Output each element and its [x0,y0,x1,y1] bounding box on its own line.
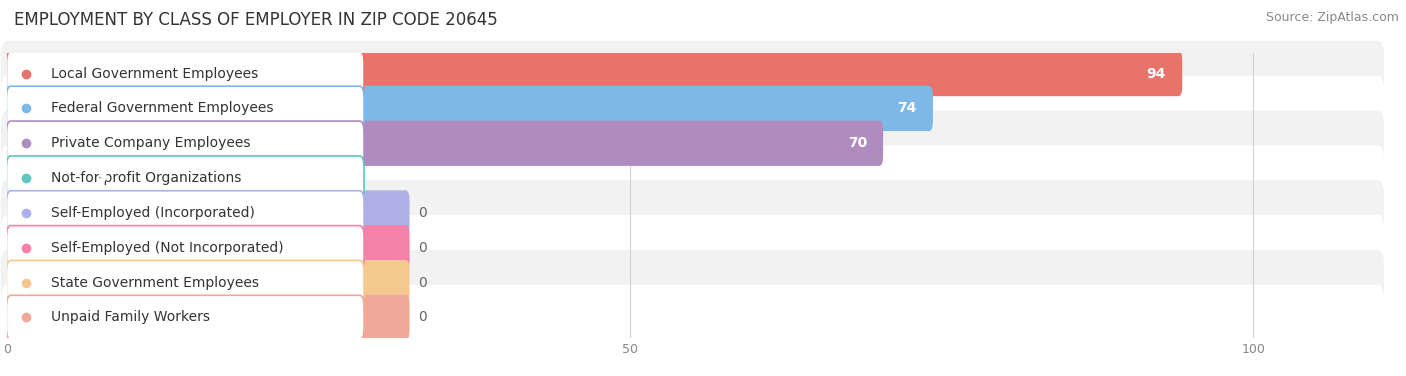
FancyBboxPatch shape [1,41,1384,106]
Text: 94: 94 [1147,67,1166,80]
FancyBboxPatch shape [1,146,1384,211]
Text: Federal Government Employees: Federal Government Employees [51,102,273,115]
FancyBboxPatch shape [1,76,1384,141]
Text: Unpaid Family Workers: Unpaid Family Workers [51,311,209,324]
Text: 70: 70 [848,136,868,150]
Text: Source: ZipAtlas.com: Source: ZipAtlas.com [1265,11,1399,24]
Text: 74: 74 [897,102,917,115]
FancyBboxPatch shape [7,86,364,130]
FancyBboxPatch shape [7,121,364,165]
FancyBboxPatch shape [7,156,364,200]
FancyBboxPatch shape [7,226,364,270]
FancyBboxPatch shape [3,190,409,236]
FancyBboxPatch shape [3,86,934,131]
Text: 0: 0 [418,206,427,220]
FancyBboxPatch shape [7,52,364,96]
FancyBboxPatch shape [1,250,1384,315]
Text: 0: 0 [418,311,427,324]
FancyBboxPatch shape [3,295,409,340]
Text: State Government Employees: State Government Employees [51,276,259,290]
FancyBboxPatch shape [7,191,364,235]
FancyBboxPatch shape [1,215,1384,280]
FancyBboxPatch shape [3,260,409,305]
Text: 0: 0 [418,241,427,255]
FancyBboxPatch shape [3,225,409,270]
Text: Self-Employed (Incorporated): Self-Employed (Incorporated) [51,206,254,220]
FancyBboxPatch shape [3,155,122,201]
Text: Self-Employed (Not Incorporated): Self-Employed (Not Incorporated) [51,241,283,255]
Text: Not-for-profit Organizations: Not-for-profit Organizations [51,171,240,185]
Text: Private Company Employees: Private Company Employees [51,136,250,150]
FancyBboxPatch shape [1,180,1384,246]
FancyBboxPatch shape [1,111,1384,176]
FancyBboxPatch shape [7,261,364,305]
Text: 9: 9 [97,171,107,185]
FancyBboxPatch shape [3,51,1182,96]
FancyBboxPatch shape [3,121,883,166]
Text: Local Government Employees: Local Government Employees [51,67,257,80]
Text: 0: 0 [418,276,427,290]
FancyBboxPatch shape [7,295,364,340]
Text: EMPLOYMENT BY CLASS OF EMPLOYER IN ZIP CODE 20645: EMPLOYMENT BY CLASS OF EMPLOYER IN ZIP C… [14,11,498,29]
FancyBboxPatch shape [1,285,1384,350]
